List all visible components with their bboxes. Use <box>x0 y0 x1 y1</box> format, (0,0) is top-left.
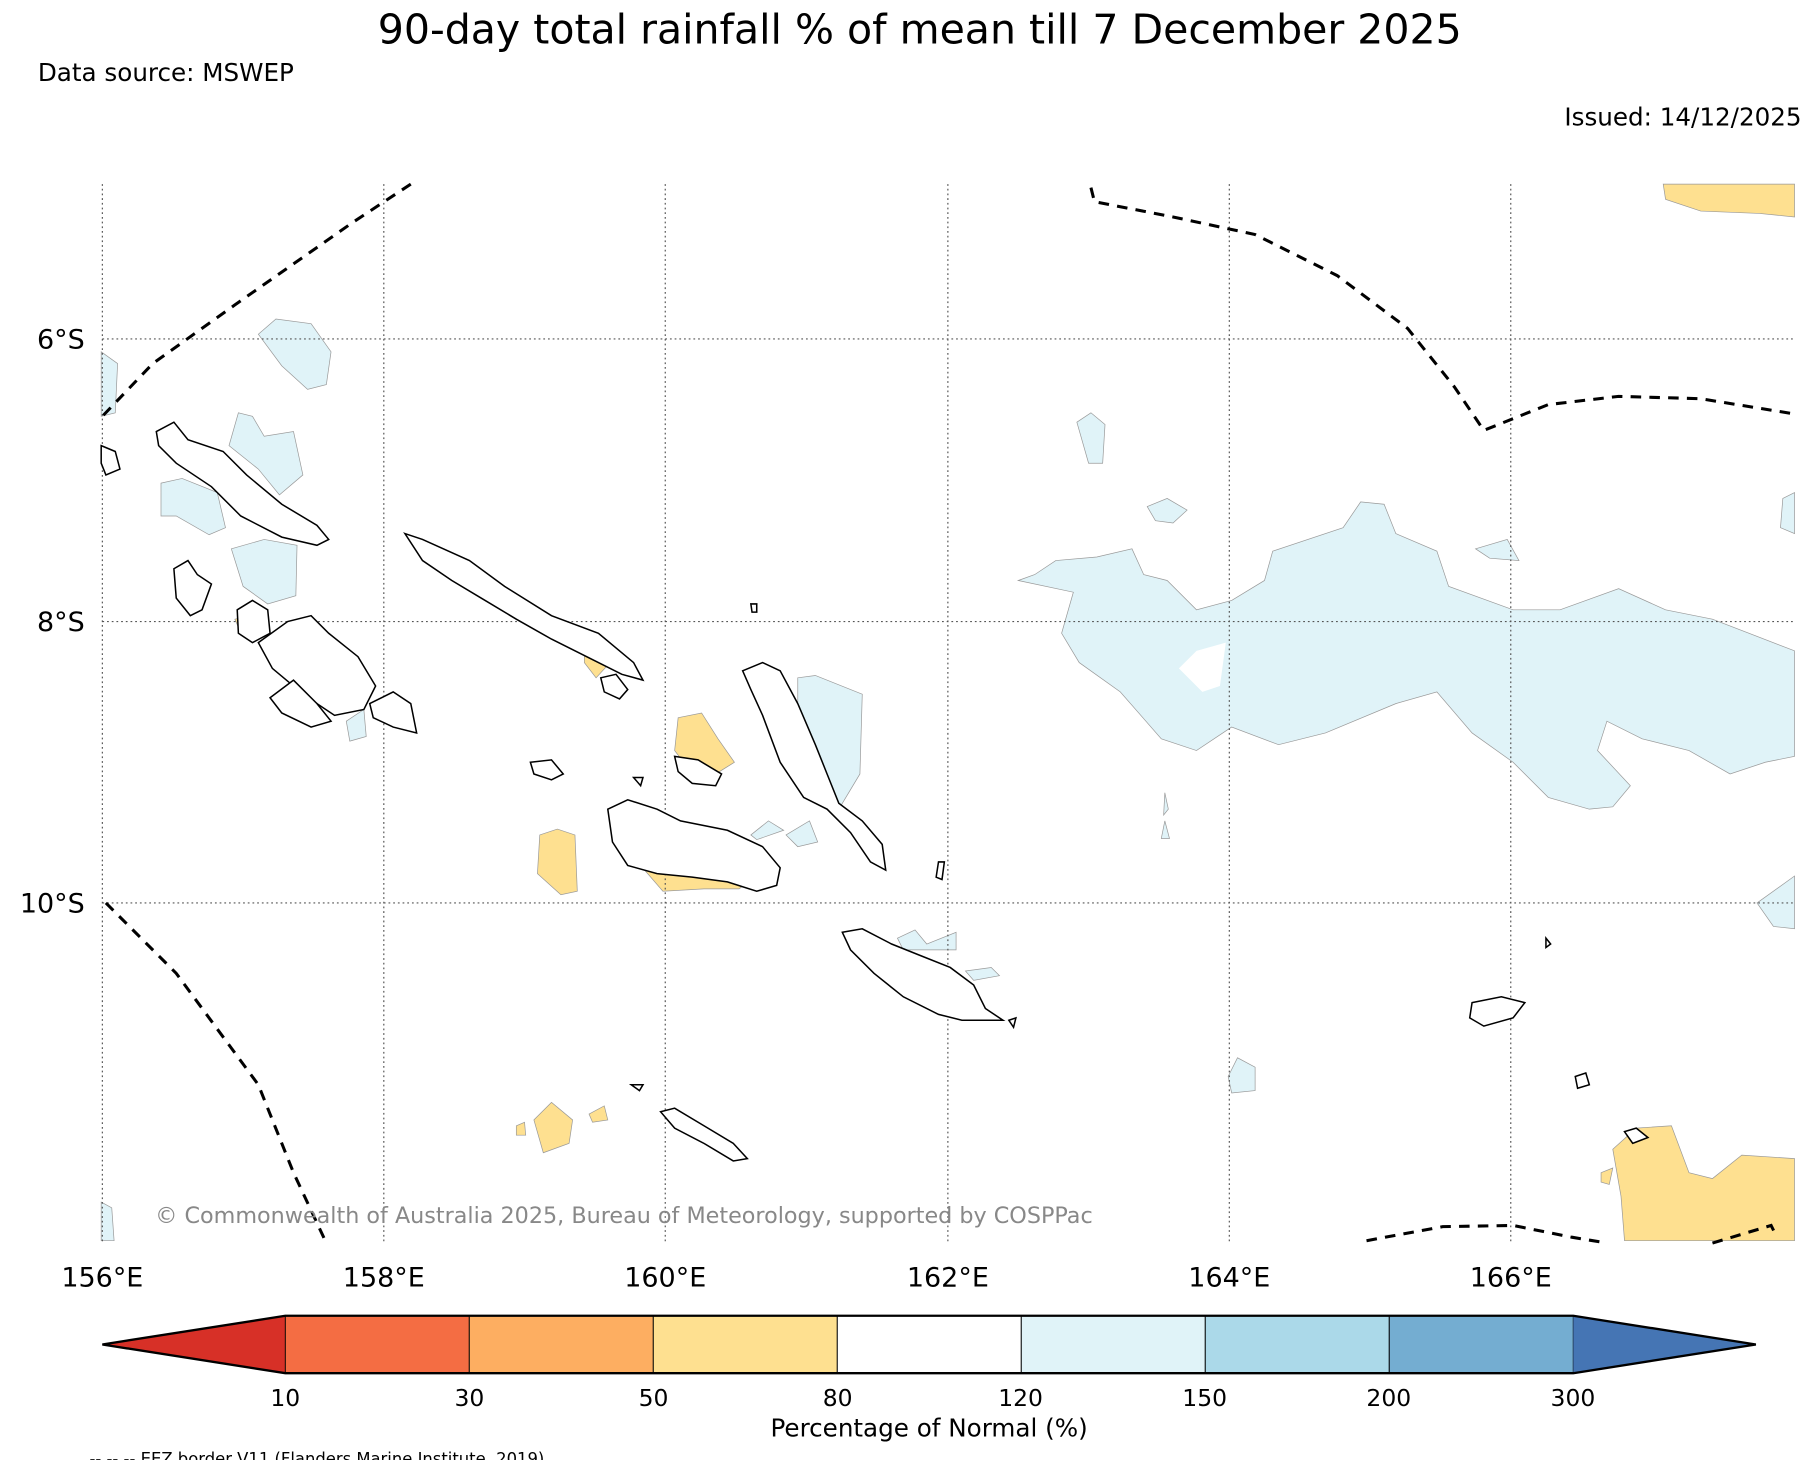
lon-label: 160°E <box>624 1262 706 1293</box>
lon-label: 156°E <box>61 1262 143 1293</box>
colorbar-segment <box>1020 1315 1206 1374</box>
colorbar-segment <box>1388 1315 1574 1374</box>
colorbar-tick: 50 <box>639 1384 669 1412</box>
graticule <box>101 184 1795 1244</box>
eez-borders <box>101 182 1795 1245</box>
colorbar-segment <box>652 1315 838 1374</box>
lat-label: 8°S <box>37 607 85 638</box>
colorbar-segment <box>284 1315 470 1374</box>
colorbar <box>102 1314 1757 1375</box>
figure-title: 90-day total rainfall % of mean till 7 D… <box>378 5 1462 53</box>
colorbar-tick: 30 <box>454 1384 484 1412</box>
lat-label: 10°S <box>20 888 85 919</box>
colorbar-ticks: 10 30 50 80 120 150 200 300 <box>270 1384 1595 1412</box>
longitude-labels: 156°E 158°E 160°E 162°E 164°E 166°E <box>61 1262 1551 1293</box>
lon-label: 158°E <box>343 1262 425 1293</box>
colorbar-tick: 300 <box>1551 1384 1596 1412</box>
data-source: Data source: MSWEP <box>38 58 294 87</box>
colorbar-segment <box>836 1315 1022 1374</box>
colorbar-tick: 120 <box>998 1384 1043 1412</box>
lat-label: 6°S <box>37 324 85 355</box>
lon-label: 162°E <box>907 1262 989 1293</box>
issued-date: Issued: 14/12/2025 <box>1564 102 1801 131</box>
latitude-labels: 6°S 8°S 10°S <box>20 324 85 919</box>
wet-anomaly-areas <box>100 318 1795 1242</box>
colorbar-segment <box>1204 1315 1390 1374</box>
colorbar-tick: 10 <box>270 1384 300 1412</box>
colorbar-extend-low <box>102 1315 286 1374</box>
eez-legend-note: -- -- -- EEZ border V11 (Flanders Marine… <box>89 1450 544 1460</box>
colorbar-tick: 80 <box>823 1384 853 1412</box>
colorbar-tick: 150 <box>1182 1384 1227 1412</box>
colorbar-outline <box>102 1314 1757 1375</box>
colorbar-segment <box>468 1315 654 1374</box>
colorbar-tick: 200 <box>1366 1384 1411 1412</box>
coastlines <box>100 421 1650 1162</box>
lon-label: 164°E <box>1188 1262 1270 1293</box>
colorbar-label: Percentage of Normal (%) <box>770 1414 1087 1443</box>
map-panel: © Commonwealth of Australia 2025, Bureau… <box>100 182 1795 1245</box>
lon-label: 166°E <box>1470 1262 1552 1293</box>
copyright-note: © Commonwealth of Australia 2025, Bureau… <box>155 1203 1093 1229</box>
colorbar-extend-high <box>1573 1315 1756 1374</box>
